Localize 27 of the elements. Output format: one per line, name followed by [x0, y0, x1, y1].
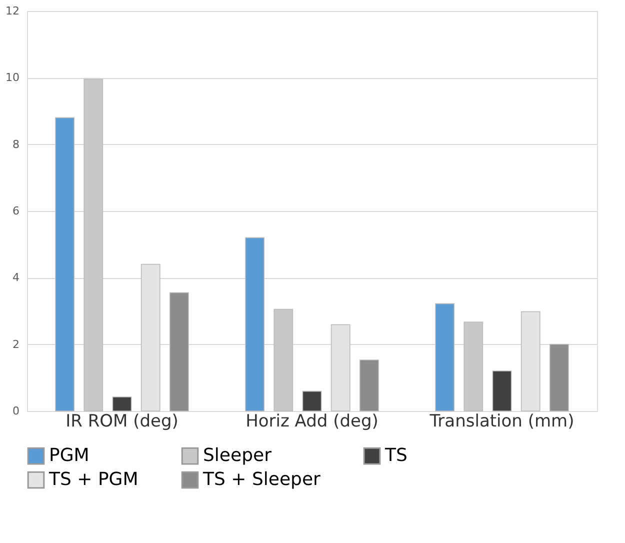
y-tick-label: 2	[12, 338, 20, 351]
bar	[492, 370, 512, 412]
y-tick-label: 10	[6, 71, 20, 84]
x-tick-label: Translation (mm)	[428, 412, 574, 432]
legend-label: TS	[384, 445, 408, 466]
bar	[360, 360, 379, 412]
bar	[112, 396, 132, 412]
bar	[435, 303, 454, 412]
bar	[55, 117, 74, 412]
bar	[170, 292, 189, 412]
y-tick-label: 0	[12, 404, 20, 418]
y-tick-label: 12	[6, 4, 20, 18]
y-tick-label: 6	[12, 204, 20, 218]
bar	[245, 237, 264, 412]
bar	[464, 322, 484, 412]
legend-label: TS + PGM	[48, 469, 138, 490]
bar	[274, 308, 294, 412]
bar	[550, 344, 569, 412]
legend-label: Sleeper	[203, 445, 272, 466]
legend-label: PGM	[49, 445, 90, 466]
legend-label: TS + Sleeper	[202, 469, 322, 490]
x-tick-label: Horiz Add (deg)	[246, 412, 378, 432]
y-tick-label: 4	[12, 271, 20, 284]
bar	[84, 78, 104, 412]
y-tick-label: 8	[12, 138, 20, 151]
bar	[302, 390, 322, 412]
x-tick-label: IR ROM (deg)	[66, 412, 178, 432]
